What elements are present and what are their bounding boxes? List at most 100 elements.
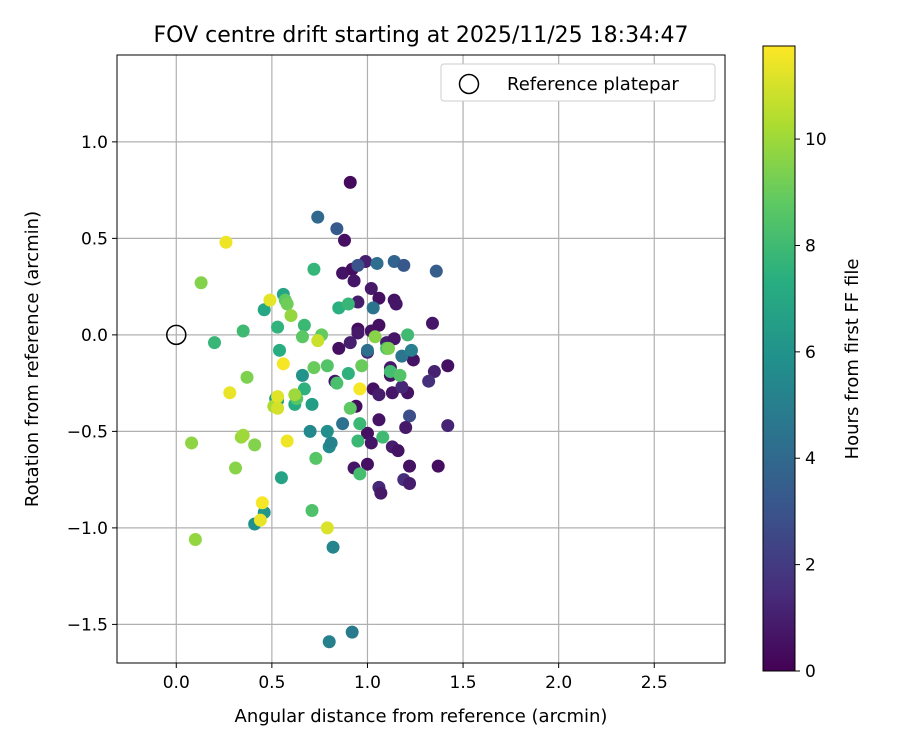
data-point [236,324,250,338]
legend-box [440,63,716,102]
data-point [288,388,302,402]
y-tick-label: −1.0 [67,519,108,539]
data-point [385,386,399,400]
colorbar-ticks: 0 2 4 6 8 10 [795,130,827,682]
data-point [427,365,441,379]
data-point [347,274,361,288]
legend-label-reference-platepar: Reference platepar [507,74,679,95]
colorbar-tick-label: 2 [805,556,816,576]
data-point [403,409,417,423]
data-point [389,297,403,311]
data-point [368,330,382,344]
data-point [336,417,350,431]
data-point [236,428,250,442]
data-point [401,328,415,342]
y-tick-label: 0.5 [81,229,108,249]
x-tick-label: 1.5 [450,673,477,693]
data-point [441,419,455,433]
data-point [441,359,455,373]
colorbar-tick-label: 0 [805,662,816,682]
data-point [273,343,287,357]
data-point [372,413,386,427]
data-point [364,436,378,450]
data-point [351,258,365,272]
y-axis-ticks: 1.0 0.5 0.0 −0.5 −1.0 −1.5 [67,133,117,635]
plot-frame [116,54,726,664]
data-point [364,282,378,296]
data-point [370,256,384,270]
data-point [274,471,288,485]
colorbar-tick-label: 4 [805,449,816,469]
data-point [305,504,319,518]
data-point [257,303,271,317]
data-point [248,438,262,452]
grid-lines [117,55,725,663]
data-point [341,297,355,311]
data-point [404,343,418,357]
data-point [303,424,317,438]
data-point [208,336,222,350]
data-point [355,359,369,373]
x-axis-label: Angular distance from reference (arcmin) [235,706,608,727]
reference-platepar-marker [166,324,187,346]
data-point [366,301,380,315]
data-point [322,635,336,649]
x-tick-label: 2.5 [641,673,668,693]
data-point [229,461,243,475]
data-point [376,430,390,444]
chart-title: FOV centre drift starting at 2025/11/25 … [154,23,689,48]
colorbar-tick-label: 8 [805,236,816,256]
data-point [381,341,395,355]
data-point [223,386,237,400]
data-point [295,368,309,382]
data-point [360,343,374,357]
data-point [326,540,340,554]
data-point [332,341,346,355]
data-point [271,401,285,415]
x-tick-label: 2.0 [545,673,572,693]
data-point [309,451,323,465]
data-point [351,326,365,340]
data-point [345,625,359,639]
data-point [297,382,311,396]
y-tick-label: 1.0 [81,133,108,153]
colorbar-tick-label: 6 [805,343,816,363]
colorbar: 0 2 4 6 8 10 Hours from first FF file [762,45,863,682]
data-point [393,368,407,382]
data-point [330,376,344,390]
y-tick-label: 0.0 [81,326,108,346]
data-point [255,496,269,510]
data-point [324,436,338,450]
x-tick-label: 0.0 [163,673,190,693]
data-point [353,417,367,431]
legend-reference-marker [458,73,480,95]
data-point [311,210,325,224]
data-point [253,513,267,527]
data-point [372,388,386,402]
data-point [360,457,374,471]
reference-platepar-point [166,324,187,346]
data-point [391,444,405,458]
data-point [194,276,208,290]
data-point [429,264,443,278]
data-point [271,390,285,404]
data-point [219,235,233,249]
data-point [341,366,355,380]
y-tick-label: −1.5 [67,615,108,635]
data-point [425,316,439,330]
data-point [330,222,344,236]
data-point [280,297,294,311]
colorbar-label: Hours from first FF file [842,259,863,460]
data-point [399,421,413,435]
data-point [372,318,386,332]
x-tick-label: 0.5 [258,673,285,693]
legend: Reference platepar [440,63,716,102]
data-point [374,486,388,500]
data-point [240,370,254,384]
data-point [271,320,285,334]
data-point [320,521,334,535]
y-axis-label: Rotation from reference (arcmin) [22,211,43,507]
data-point [395,380,409,394]
data-point [295,330,309,344]
